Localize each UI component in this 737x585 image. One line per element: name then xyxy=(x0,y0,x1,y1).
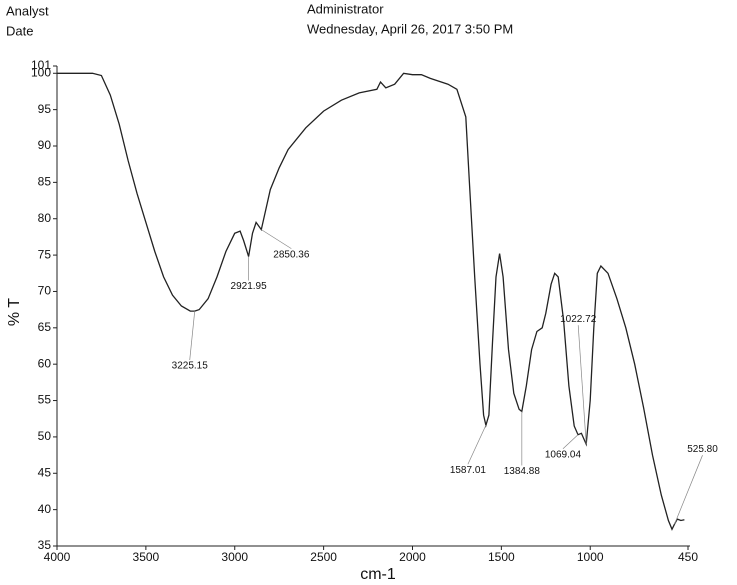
peak-leader xyxy=(467,425,487,465)
y-axis-label: % T xyxy=(6,298,23,326)
peak-leader xyxy=(189,311,196,361)
peak-label: 525.80 xyxy=(687,444,718,455)
y-tick-label: 80 xyxy=(38,211,52,225)
peak-label: 2921.95 xyxy=(231,281,268,292)
x-tick-label: 1000 xyxy=(577,550,604,564)
spectrum-line xyxy=(57,72,685,531)
peak-leader xyxy=(674,455,703,525)
y-tick-label: 101 xyxy=(31,58,51,72)
y-tick-label: 90 xyxy=(38,138,52,152)
peak-label: 1384.88 xyxy=(504,466,541,477)
peak-label: 2850.36 xyxy=(273,249,310,260)
user: Administrator xyxy=(307,1,384,16)
analyst-label: Analyst xyxy=(6,3,49,18)
peak-label: 3225.15 xyxy=(172,361,209,372)
y-tick-label: 65 xyxy=(38,320,52,334)
y-tick-label: 95 xyxy=(38,102,52,116)
x-tick-label: 2500 xyxy=(310,550,337,564)
peak-label: 1587.01 xyxy=(450,465,487,476)
x-axis-label: cm-1 xyxy=(360,566,396,583)
y-tick-label: 75 xyxy=(38,247,52,261)
peak-leader xyxy=(562,434,579,449)
y-tick-label: 45 xyxy=(38,465,52,479)
date-label: Date xyxy=(6,23,33,38)
y-tick-label: 35 xyxy=(38,538,52,552)
peak-leader xyxy=(261,229,292,249)
peak-leader xyxy=(577,325,587,445)
y-tick-label: 60 xyxy=(38,356,52,370)
datetime: Wednesday, April 26, 2017 3:50 PM xyxy=(307,21,513,36)
y-tick-label: 55 xyxy=(38,393,52,407)
peak-label: 1022.72 xyxy=(560,314,597,325)
x-tick-label: 3500 xyxy=(133,550,160,564)
y-tick-label: 85 xyxy=(38,175,52,189)
peak-label: 1069.04 xyxy=(545,449,582,460)
y-tick-label: 40 xyxy=(38,502,52,516)
y-tick-label: 100 xyxy=(31,65,51,79)
x-tick-label: 2000 xyxy=(399,550,426,564)
x-tick-label: 1500 xyxy=(488,550,515,564)
x-tick-label: 450 xyxy=(678,550,698,564)
x-tick-label: 4000 xyxy=(44,550,71,564)
x-tick-label: 3000 xyxy=(221,550,248,564)
y-tick-label: 50 xyxy=(38,429,52,443)
y-tick-label: 70 xyxy=(38,284,52,298)
